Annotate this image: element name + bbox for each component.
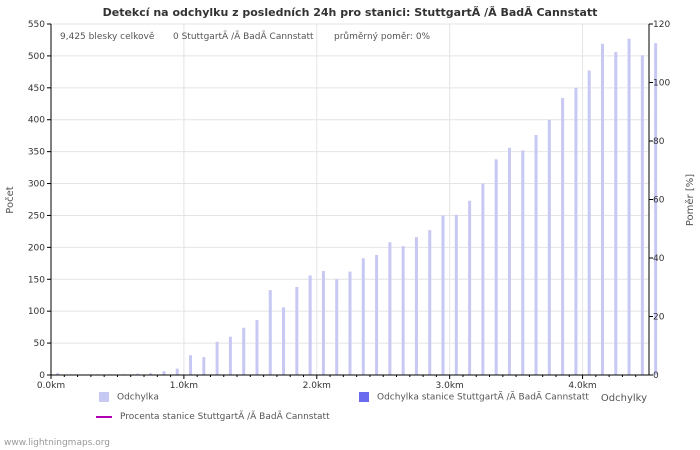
x-tick-label: 4.0km — [568, 381, 596, 391]
x-tick-label: 3.0km — [436, 381, 464, 391]
legend-swatch-station — [359, 392, 369, 402]
bar-odchylka — [481, 183, 485, 375]
bar-odchylka — [215, 341, 219, 375]
footer-site[interactable]: www.lightningmaps.org — [4, 438, 110, 448]
bar-odchylka — [135, 373, 139, 375]
bar-odchylka — [454, 214, 458, 375]
bar-odchylka — [321, 270, 325, 375]
bar-odchylka — [428, 230, 432, 375]
bar-odchylka — [242, 327, 246, 375]
x-tick-label: 1.0km — [170, 381, 198, 391]
bar-odchylka — [640, 55, 644, 376]
info-station: 0 StuttgartÃ /Ã BadÃ Cannstatt — [173, 31, 314, 42]
y-tick-label: 450 — [28, 84, 45, 94]
bar-odchylka — [348, 271, 352, 375]
y-right-tick-label: 60 — [653, 196, 665, 206]
y-tick-label: 250 — [28, 211, 45, 221]
y-right-tick-label: 80 — [653, 137, 665, 147]
y-tick-label: 300 — [28, 180, 45, 190]
bar-odchylka — [587, 70, 591, 375]
y-right-tick-label: 20 — [653, 313, 665, 323]
bar-odchylka — [561, 98, 565, 376]
legend-label-percent: Procenta stanice StuttgartÃ /Ã BadÃ Cann… — [120, 412, 330, 422]
bar-odchylka — [375, 255, 379, 375]
bar-odchylka — [361, 258, 365, 375]
bar-odchylka — [308, 275, 312, 375]
y-tick-label: 550 — [28, 20, 45, 30]
x-ticks: 0.0km 1.0km 2.0km 3.0km 4.0km — [37, 375, 637, 391]
y-tick-label: 50 — [34, 339, 46, 349]
bar-odchylka — [507, 147, 511, 375]
chart-title: Detekcí na odchylku z posledních 24h pro… — [103, 6, 598, 19]
bar-odchylka — [600, 43, 604, 376]
bar-odchylka — [282, 307, 286, 375]
bar-odchylka — [494, 159, 498, 375]
y-right-tick-label: 40 — [653, 254, 665, 264]
bar-odchylka — [202, 357, 206, 375]
y-axis-right-label: Poměr [%] — [684, 174, 696, 226]
y-tick-label: 500 — [28, 52, 45, 62]
legend-odchylka: Odchylka — [99, 392, 159, 403]
y-tick-label: 100 — [28, 307, 45, 317]
bar-odchylka — [521, 150, 525, 375]
bar-odchylka — [388, 242, 392, 375]
legend-swatch-odchylka — [99, 392, 109, 402]
bars — [56, 38, 658, 376]
y-tick-label: 150 — [28, 275, 45, 285]
legend-label-odchylka: Odchylka — [117, 392, 159, 403]
bar-odchylka — [255, 320, 259, 375]
info-total: 9,425 blesky celkově — [60, 32, 155, 42]
y-ticks-right: 0 20 40 60 80 100 120 — [649, 20, 670, 381]
bar-odchylka — [228, 336, 232, 375]
x-tick-label: 2.0km — [303, 381, 331, 391]
y-right-tick-label: 100 — [653, 79, 670, 89]
y-axis-label: Počet — [4, 186, 16, 213]
bar-odchylka — [654, 43, 658, 376]
legend-swatch-percent — [96, 415, 112, 418]
bar-odchylka — [56, 373, 60, 375]
legend-label-station: Odchylka stanice StuttgartÃ /Ã BadÃ Cann… — [377, 392, 589, 403]
bar-odchylka — [149, 373, 153, 375]
y-ticks: 0 50 100 150 200 250 300 350 400 450 500 550 — [28, 20, 51, 381]
x-axis-label: Odchylky — [601, 393, 647, 404]
bar-odchylka — [295, 286, 299, 375]
bar-odchylka — [175, 368, 179, 375]
bar-odchylka — [335, 279, 339, 375]
bar-odchylka — [441, 215, 445, 375]
bar-odchylka — [189, 355, 193, 375]
y-tick-label: 400 — [28, 116, 45, 126]
bar-odchylka — [468, 200, 472, 375]
bar-odchylka — [614, 52, 618, 376]
bar-odchylka — [534, 135, 538, 375]
bar-odchylka — [414, 237, 418, 375]
y-tick-label: 350 — [28, 148, 45, 158]
bar-odchylka — [627, 38, 631, 375]
bar-odchylka — [574, 87, 578, 376]
y-tick-label: 200 — [28, 243, 45, 253]
y-tick-label: 0 — [39, 371, 45, 381]
y-right-tick-label: 120 — [653, 20, 670, 30]
bar-odchylka — [268, 290, 272, 375]
bar-odchylka — [401, 246, 405, 375]
legend-station: Odchylka stanice StuttgartÃ /Ã BadÃ Cann… — [359, 392, 589, 403]
info-ratio: průměrný poměr: 0% — [334, 31, 431, 42]
y-right-tick-label: 0 — [653, 371, 659, 381]
x-tick-label: 0.0km — [37, 381, 65, 391]
bar-odchylka — [547, 119, 551, 376]
legend-percent: Procenta stanice StuttgartÃ /Ã BadÃ Cann… — [96, 412, 330, 422]
bar-odchylka — [162, 371, 166, 375]
